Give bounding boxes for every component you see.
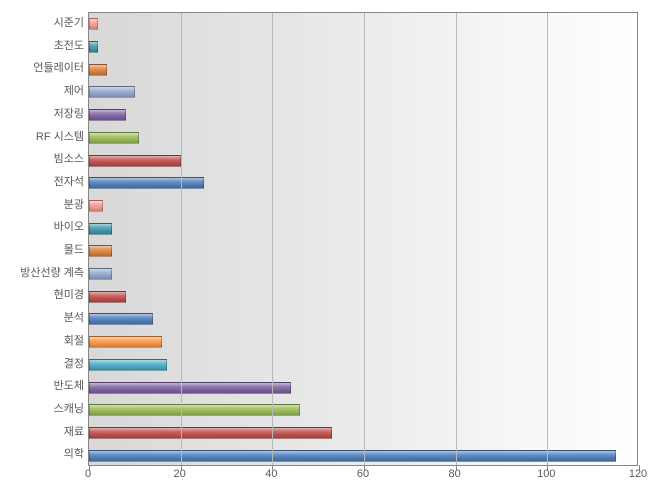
bar-slot (89, 376, 637, 399)
y-tick-label: 제어 (0, 80, 84, 103)
x-tick-label: 0 (85, 468, 91, 480)
x-tick-label: 80 (449, 468, 461, 480)
bar (89, 313, 153, 325)
y-tick-label: 방산선량 계측 (0, 262, 84, 285)
bar-slot (89, 36, 637, 59)
y-tick-label: 언듈레이터 (0, 57, 84, 80)
y-tick-label: 몰드 (0, 239, 84, 262)
bar (89, 382, 291, 394)
bar-slot (89, 13, 637, 36)
bar-slot (89, 263, 637, 286)
bar (89, 450, 616, 462)
bar (89, 200, 103, 212)
bar (89, 404, 300, 416)
bar (89, 245, 112, 257)
y-axis-labels: 시준기초전도언듈레이터제어저장링RF 시스템빔소스전자석분광바이오몰드방산선량 … (0, 12, 84, 466)
bar-slot (89, 149, 637, 172)
y-tick-label: 현미경 (0, 284, 84, 307)
y-tick-label: 바이오 (0, 216, 84, 239)
bar (89, 427, 332, 439)
x-tick-label: 120 (629, 468, 647, 480)
bar-slot (89, 217, 637, 240)
bar (89, 223, 112, 235)
bar-slot (89, 172, 637, 195)
plot-area (88, 12, 638, 466)
bar-slot (89, 240, 637, 263)
bar (89, 177, 204, 189)
y-tick-label: 시준기 (0, 12, 84, 35)
bar (89, 336, 162, 348)
y-tick-label: 회절 (0, 330, 84, 353)
y-tick-label: 초전도 (0, 35, 84, 58)
bar (89, 291, 126, 303)
y-tick-label: 분석 (0, 307, 84, 330)
x-tick-label: 100 (537, 468, 555, 480)
bar-slot (89, 285, 637, 308)
bar (89, 41, 98, 53)
y-tick-label: 분광 (0, 194, 84, 217)
bar-slot (89, 331, 637, 354)
bar (89, 64, 107, 76)
x-axis-labels: 020406080100120 (88, 468, 638, 488)
bar-slot (89, 58, 637, 81)
bar-slot (89, 444, 637, 467)
gridline (456, 13, 457, 465)
y-tick-label: 재료 (0, 421, 84, 444)
bar-slot (89, 195, 637, 218)
bar-slot (89, 308, 637, 331)
bar-slot (89, 127, 637, 150)
gridline (364, 13, 365, 465)
y-tick-label: 저장링 (0, 103, 84, 126)
bar (89, 109, 126, 121)
bars-layer (89, 13, 637, 465)
x-tick-label: 60 (357, 468, 369, 480)
bar (89, 86, 135, 98)
bar-slot (89, 81, 637, 104)
bar-slot (89, 399, 637, 422)
bar (89, 155, 181, 167)
bar (89, 359, 167, 371)
y-tick-label: 결정 (0, 353, 84, 376)
y-tick-label: 의학 (0, 443, 84, 466)
bar (89, 132, 139, 144)
bar-slot (89, 422, 637, 445)
gridline (272, 13, 273, 465)
y-tick-label: 스캐닝 (0, 398, 84, 421)
y-tick-label: 전자석 (0, 171, 84, 194)
bar-slot (89, 104, 637, 127)
bar-slot (89, 354, 637, 377)
y-tick-label: 빔소스 (0, 148, 84, 171)
gridline (547, 13, 548, 465)
chart-container: 시준기초전도언듈레이터제어저장링RF 시스템빔소스전자석분광바이오몰드방산선량 … (0, 0, 658, 502)
x-tick-label: 20 (174, 468, 186, 480)
x-tick-label: 40 (265, 468, 277, 480)
gridline (181, 13, 182, 465)
y-tick-label: 반도체 (0, 375, 84, 398)
bar (89, 268, 112, 280)
bar (89, 18, 98, 30)
y-tick-label: RF 시스템 (0, 126, 84, 149)
